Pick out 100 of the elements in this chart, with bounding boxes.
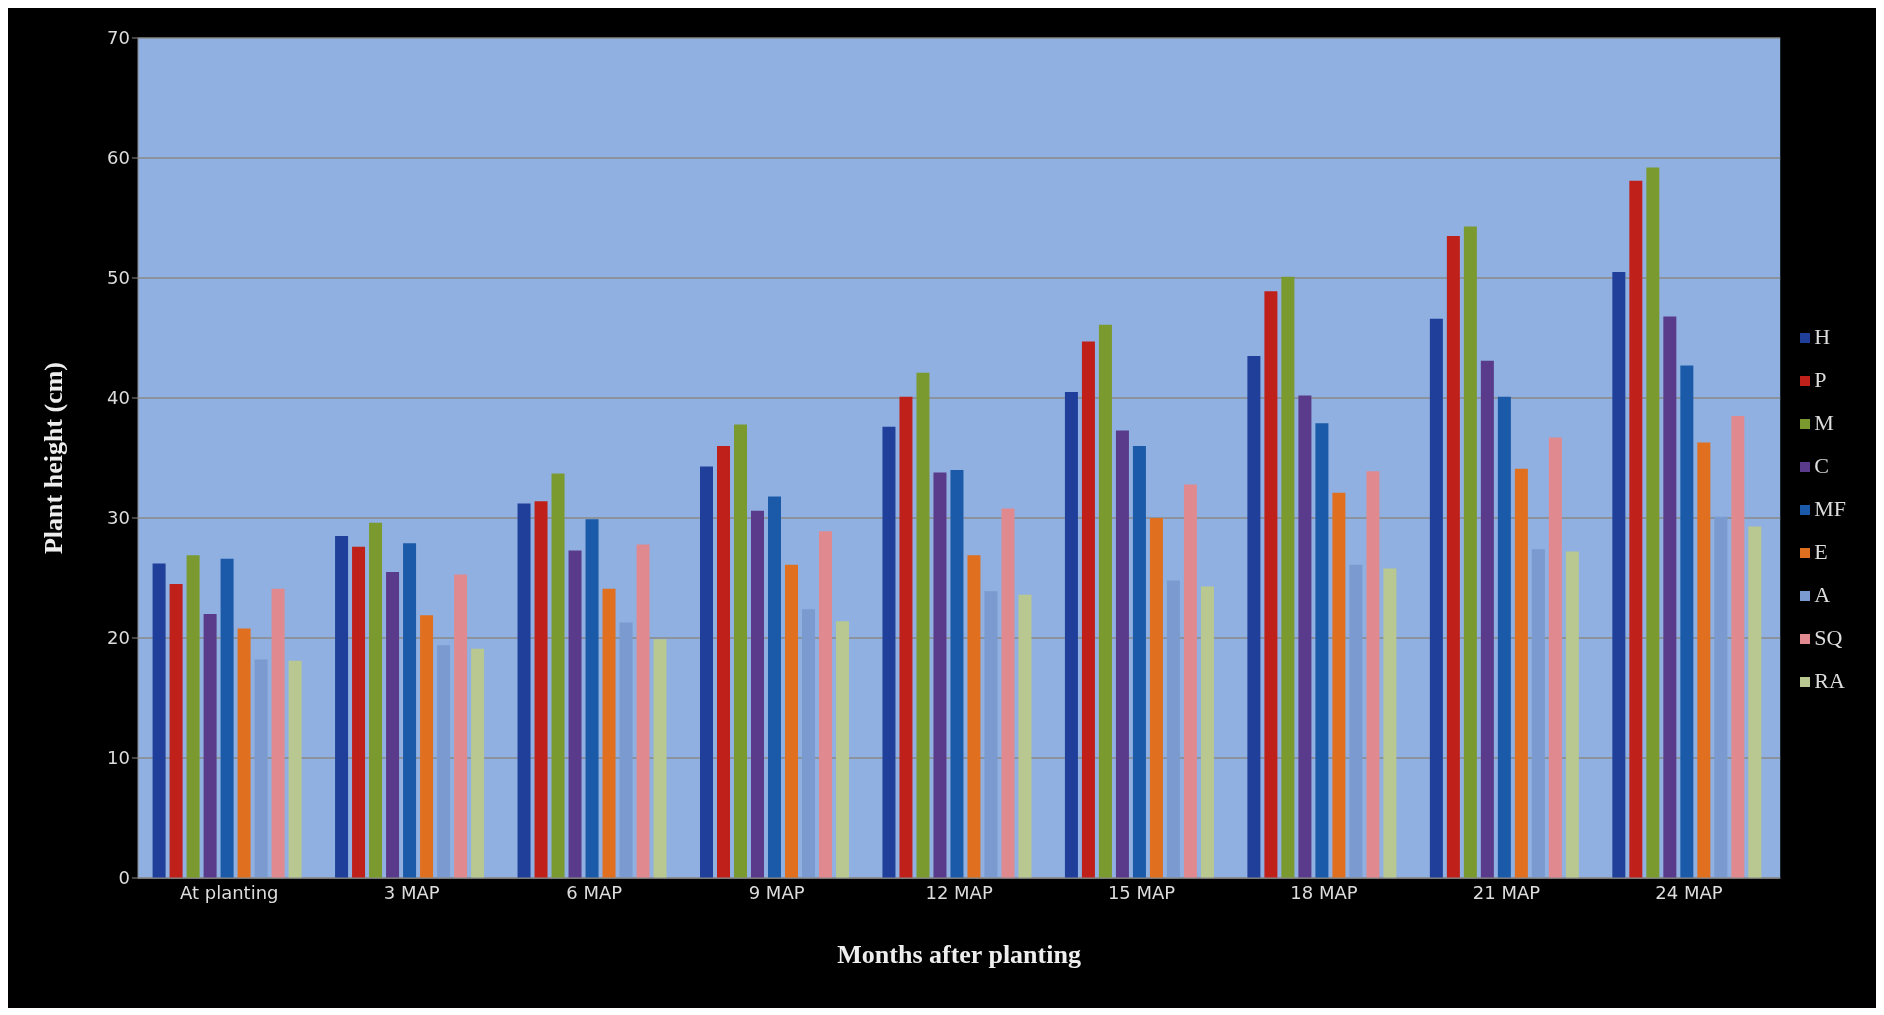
- bar: [802, 609, 815, 878]
- x-tick-label: 15 MAP: [1107, 881, 1176, 903]
- bar: [335, 536, 349, 878]
- bar: [1247, 356, 1261, 878]
- bar: [1081, 341, 1095, 878]
- bar: [1264, 291, 1278, 878]
- bar: [734, 424, 747, 878]
- x-tick-label: 24 MAP: [1655, 881, 1723, 903]
- bar: [984, 591, 998, 878]
- bar: [369, 522, 383, 878]
- x-tick-label: 3 MAP: [383, 881, 440, 903]
- bar: [1748, 526, 1762, 878]
- bar: [751, 510, 764, 878]
- bar: [819, 531, 832, 878]
- bar: [386, 572, 400, 878]
- bar: [1281, 276, 1295, 878]
- bar: [785, 564, 798, 878]
- bar: [1166, 580, 1180, 878]
- y-tick-label: 0: [118, 867, 130, 889]
- bar: [882, 426, 896, 878]
- bar: [454, 574, 468, 878]
- bar: [1480, 360, 1494, 878]
- y-tick-label: 50: [107, 267, 130, 289]
- bar: [203, 614, 217, 878]
- y-tick-label: 70: [107, 27, 130, 49]
- bar: [916, 372, 930, 878]
- bar: [1298, 395, 1312, 878]
- y-tick-label: 10: [107, 747, 130, 769]
- bar: [1366, 471, 1380, 878]
- bar: [1680, 365, 1694, 878]
- bar: [254, 659, 268, 878]
- bar: [1714, 516, 1728, 878]
- bar: [1514, 468, 1528, 878]
- x-tick-label: At planting: [179, 881, 279, 903]
- bar: [568, 550, 582, 878]
- bar: [1612, 272, 1626, 878]
- bar: [836, 621, 849, 878]
- bar: [551, 473, 565, 878]
- bar: [169, 584, 183, 878]
- legend-label: E: [1814, 538, 1828, 564]
- bar: [1429, 318, 1443, 878]
- y-axis-title: Plant height (cm): [39, 361, 69, 555]
- bar: [619, 622, 633, 878]
- bar: [517, 503, 531, 878]
- bar: [1115, 430, 1129, 878]
- bar: [1663, 316, 1677, 878]
- bar: [1018, 594, 1032, 878]
- bar: [1315, 423, 1329, 878]
- bar: [1446, 236, 1460, 878]
- bar: [967, 555, 981, 878]
- legend-label: RA: [1814, 667, 1845, 693]
- bar: [1200, 586, 1214, 878]
- bar: [152, 563, 166, 878]
- bar: [1731, 416, 1745, 878]
- bar: [1001, 508, 1015, 878]
- bar: [1697, 442, 1711, 878]
- bar: [602, 588, 616, 878]
- y-tick-label: 30: [107, 507, 130, 529]
- y-tick-label: 20: [107, 627, 130, 649]
- x-tick-label: 12 MAP: [925, 881, 993, 903]
- legend-label: SQ: [1814, 624, 1843, 650]
- bar: [636, 544, 650, 878]
- bar: [1548, 437, 1562, 878]
- legend-label: MF: [1814, 495, 1846, 521]
- bar: [1149, 518, 1163, 878]
- legend-label: P: [1814, 366, 1827, 392]
- x-tick-label: 6 MAP: [566, 881, 623, 903]
- bar: [220, 558, 234, 878]
- bar: [1565, 551, 1579, 878]
- bar: [352, 546, 366, 878]
- bar: [700, 466, 713, 878]
- bar: [1463, 226, 1477, 878]
- bar: [1183, 484, 1197, 878]
- bar: [420, 615, 434, 878]
- bar: [288, 660, 302, 878]
- y-tick-label: 60: [107, 147, 130, 169]
- bar: [1531, 549, 1545, 878]
- bar: [1497, 396, 1511, 878]
- bar: [933, 472, 947, 878]
- bar: [950, 470, 964, 878]
- bar: [1064, 392, 1078, 878]
- bar: [899, 396, 913, 878]
- bar: [1332, 492, 1346, 878]
- bar: [1349, 564, 1363, 878]
- bar: [1098, 324, 1112, 878]
- x-tick-label: 9 MAP: [748, 881, 805, 903]
- x-tick-label: 18 MAP: [1290, 881, 1358, 903]
- bar: [717, 446, 730, 878]
- bar: [585, 519, 599, 878]
- bar: [271, 588, 285, 878]
- bar: [403, 543, 417, 878]
- x-tick-label: 21 MAP: [1472, 881, 1541, 903]
- legend-label: C: [1814, 452, 1829, 478]
- bar: [237, 628, 251, 878]
- bar: [1383, 568, 1397, 878]
- bar: [437, 645, 451, 878]
- legend-label: A: [1814, 581, 1831, 607]
- bar: [1629, 180, 1643, 878]
- bar: [471, 648, 485, 878]
- legend-label: H: [1814, 323, 1831, 349]
